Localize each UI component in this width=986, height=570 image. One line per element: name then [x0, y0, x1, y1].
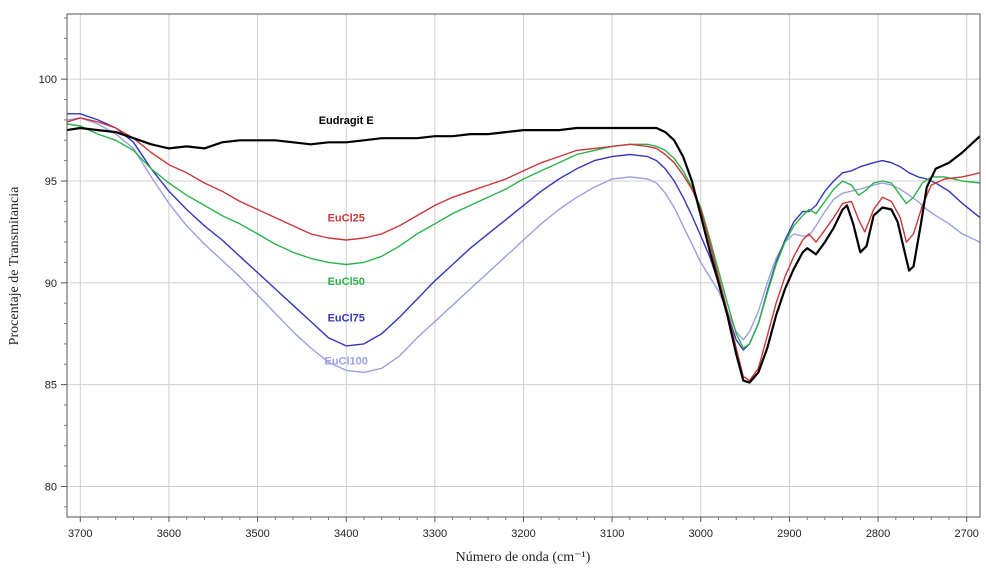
x-tick-label: 3300: [423, 528, 447, 540]
series-line-eudragit-e: [66, 126, 981, 384]
series-label-eucl100: EuCl100: [325, 355, 368, 367]
x-tick-label: 2800: [866, 528, 890, 540]
series-label-eucl25: EuCl25: [328, 213, 365, 225]
x-tick-label: 3500: [245, 528, 269, 540]
series-line-eucl75: [67, 113, 981, 351]
y-tick-label: 90: [45, 278, 57, 290]
series-line-eucl50: [66, 123, 981, 349]
x-tick-label: 3400: [334, 528, 358, 540]
y-tick-label: 80: [45, 481, 57, 493]
series-label-eucl75: EuCl75: [328, 313, 365, 325]
x-tick-label: 3600: [157, 528, 181, 540]
series-label-eucl50: EuCl50: [328, 276, 365, 288]
x-axis-title: Número de onda (cm⁻¹): [456, 550, 591, 565]
series-line-eucl25: [66, 117, 981, 382]
y-tick-label: 85: [45, 380, 57, 392]
y-axis-ticks: 80 85 90 95 100: [39, 17, 67, 508]
series-group: [66, 113, 981, 384]
x-axis-ticks: 3700 3600 3500 3400 3300 3200 3100 3000 2900 2800…: [68, 517, 979, 540]
x-tick-label: 2900: [777, 528, 801, 540]
series-label-eudragit-e: Eudragit E: [319, 115, 374, 127]
x-tick-label: 3700: [68, 528, 92, 540]
grid-lines: [67, 14, 980, 517]
y-tick-label: 100: [39, 74, 57, 86]
x-tick-label: 3000: [689, 528, 713, 540]
x-tick-label: 2700: [954, 528, 978, 540]
x-tick-label: 3200: [511, 528, 535, 540]
y-tick-label: 95: [45, 176, 57, 188]
series-labels: Eudragit E EuCl25 EuCl50 EuCl75 EuCl100: [319, 115, 374, 367]
y-axis-title: Procentaje de Transmitancia: [7, 186, 22, 345]
x-tick-label: 3100: [600, 528, 624, 540]
